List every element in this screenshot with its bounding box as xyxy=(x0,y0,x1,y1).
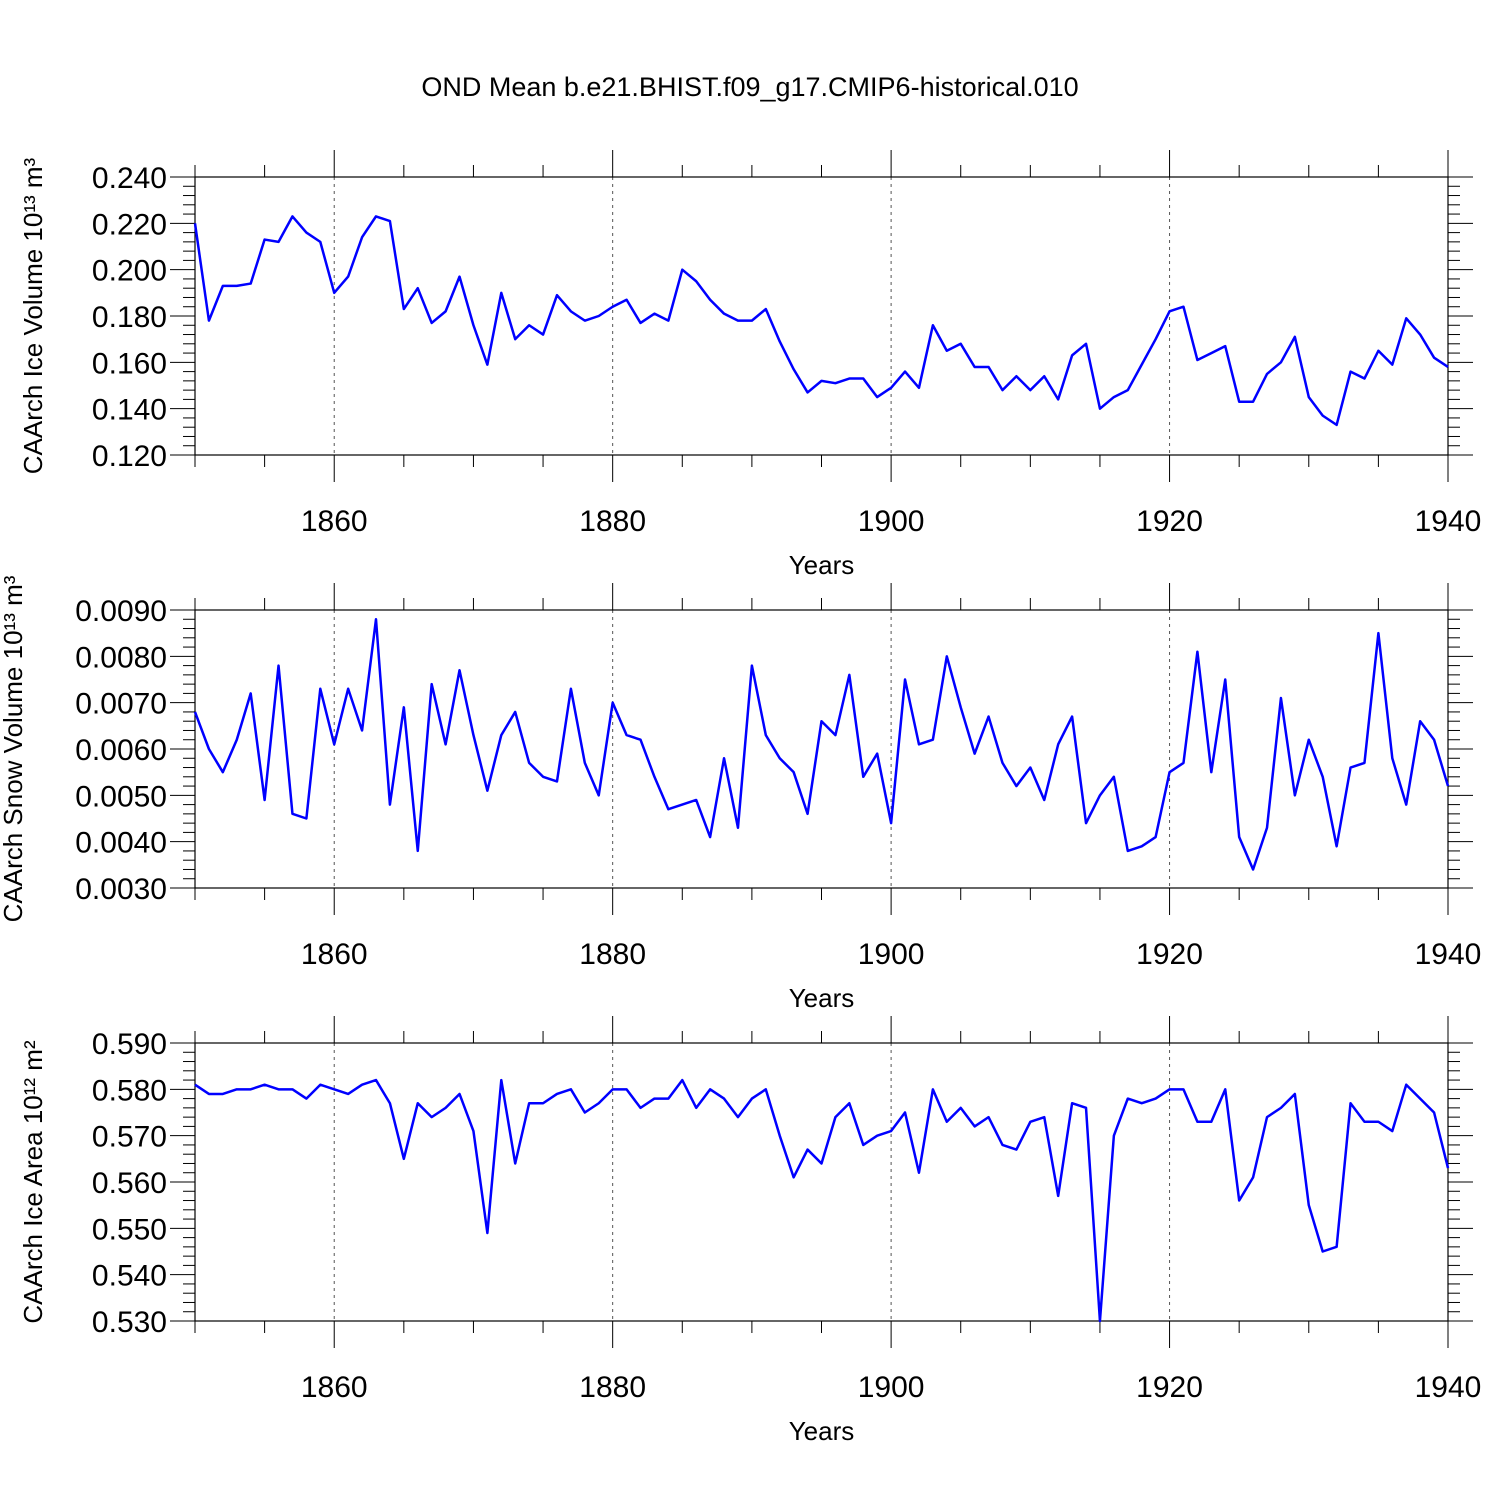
y-tick-label: 0.0080 xyxy=(75,641,167,674)
x-tick-label: 1940 xyxy=(1415,505,1482,538)
y-tick-label: 0.0090 xyxy=(75,595,167,628)
x-tick-label: 1900 xyxy=(858,1371,925,1404)
figure-title: OND Mean b.e21.BHIST.f09_g17.CMIP6-histo… xyxy=(421,72,1078,102)
y-tick-label: 0.220 xyxy=(92,208,167,241)
y-tick-label: 0.560 xyxy=(92,1167,167,1200)
y-tick-label: 0.0060 xyxy=(75,734,167,767)
x-axis-label: Years xyxy=(789,983,855,1013)
x-tick-label: 1940 xyxy=(1415,1371,1482,1404)
data-line xyxy=(193,215,1449,427)
plot-frame xyxy=(194,609,1449,889)
x-tick-label: 1860 xyxy=(301,505,368,538)
panel: 0.0030 0.0040 0.0050 0.0060 0.0070 0.0080 0.00… xyxy=(0,575,1481,1013)
x-tick-label: 1900 xyxy=(858,505,925,538)
y-tick-label: 0.0040 xyxy=(75,827,167,860)
plot-frame xyxy=(194,176,1449,456)
plot-frame xyxy=(194,1042,1449,1322)
y-tick-label: 0.540 xyxy=(92,1260,167,1293)
x-tick-label: 1940 xyxy=(1415,938,1482,971)
panel: 0.120 0.140 0.160 0.180 0.200 0.220 0.240 1860 1… xyxy=(18,150,1481,580)
x-tick-label: 1920 xyxy=(1136,505,1203,538)
x-tick-label: 1900 xyxy=(858,938,925,971)
y-tick-label: 0.120 xyxy=(92,440,167,473)
x-tick-label: 1880 xyxy=(579,505,646,538)
y-axis-label: CAArch Snow Volume 10¹³ m³ xyxy=(0,575,28,922)
x-tick-label: 1920 xyxy=(1136,1371,1203,1404)
x-tick-label: 1860 xyxy=(301,1371,368,1404)
y-tick-label: 0.570 xyxy=(92,1121,167,1154)
y-tick-label: 0.200 xyxy=(92,255,167,288)
x-tick-label: 1860 xyxy=(301,938,368,971)
y-tick-label: 0.590 xyxy=(92,1028,167,1061)
y-tick-label: 0.580 xyxy=(92,1074,167,1107)
x-tick-label: 1880 xyxy=(579,1371,646,1404)
x-tick-label: 1920 xyxy=(1136,938,1203,971)
y-tick-label: 0.0030 xyxy=(75,873,167,906)
data-line xyxy=(193,618,1450,871)
y-tick-label: 0.550 xyxy=(92,1213,167,1246)
y-tick-label: 0.240 xyxy=(92,162,167,195)
y-tick-label: 0.530 xyxy=(92,1306,167,1339)
data-line xyxy=(194,1078,1450,1323)
y-axis-label: CAArch Ice Area 10¹² m² xyxy=(18,1040,48,1324)
y-tick-label: 0.140 xyxy=(92,394,167,427)
x-axis-label: Years xyxy=(789,550,855,580)
y-tick-label: 0.180 xyxy=(92,301,167,334)
x-axis-label: Years xyxy=(789,1416,855,1446)
y-tick-label: 0.160 xyxy=(92,347,167,380)
y-tick-label: 0.0070 xyxy=(75,688,167,721)
x-tick-label: 1880 xyxy=(579,938,646,971)
panel: 0.530 0.540 0.550 0.560 0.570 0.580 0.590 1860 1… xyxy=(18,1016,1481,1446)
y-axis-label: CAArch Ice Volume 10¹³ m³ xyxy=(18,157,48,474)
y-tick-label: 0.0050 xyxy=(75,780,167,813)
